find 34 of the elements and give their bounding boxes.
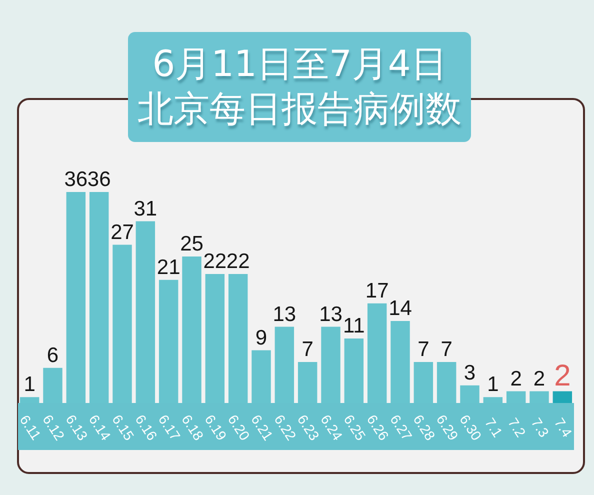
data-label: 6 <box>46 344 59 367</box>
data-label: 2 <box>554 359 571 392</box>
data-label: 13 <box>319 302 342 326</box>
data-label: 25 <box>180 232 204 256</box>
data-label: 2 <box>533 367 546 390</box>
chart-subtitle: 北京每日报告病例数 <box>138 88 462 132</box>
data-label: 22 <box>226 250 250 274</box>
data-label: 13 <box>272 302 296 326</box>
data-label: 7 <box>302 338 314 361</box>
data-label: 31 <box>134 197 158 220</box>
x-tick-label: 7.1 <box>482 414 506 440</box>
data-label: 1 <box>24 373 36 396</box>
data-label: 7 <box>418 338 430 361</box>
chart-title: 6月11日至7月4日 <box>152 43 447 87</box>
data-label: 2 <box>510 367 522 390</box>
data-label: 1 <box>487 373 499 396</box>
data-label: 9 <box>255 326 268 350</box>
data-label: 17 <box>365 279 389 302</box>
data-label: 7 <box>440 338 452 361</box>
data-label: 21 <box>156 256 180 279</box>
x-tick-label: 7.4 <box>551 414 576 440</box>
data-label: 3 <box>464 361 476 384</box>
data-label: 36 <box>64 168 88 191</box>
title-banner: 6月11日至7月4日 北京每日报告病例数 <box>128 32 471 142</box>
data-label: 27 <box>110 220 134 244</box>
x-tick-label: 6.17 <box>155 412 184 444</box>
bar <box>552 391 572 403</box>
data-label: 14 <box>388 296 412 320</box>
x-tick-label: 6.27 <box>387 412 416 444</box>
x-tick-label: 7.2 <box>505 414 530 440</box>
data-label: 11 <box>343 314 365 338</box>
data-label: 36 <box>87 168 111 191</box>
data-label: 22 <box>203 250 227 274</box>
x-tick-label: 7.3 <box>528 414 552 440</box>
